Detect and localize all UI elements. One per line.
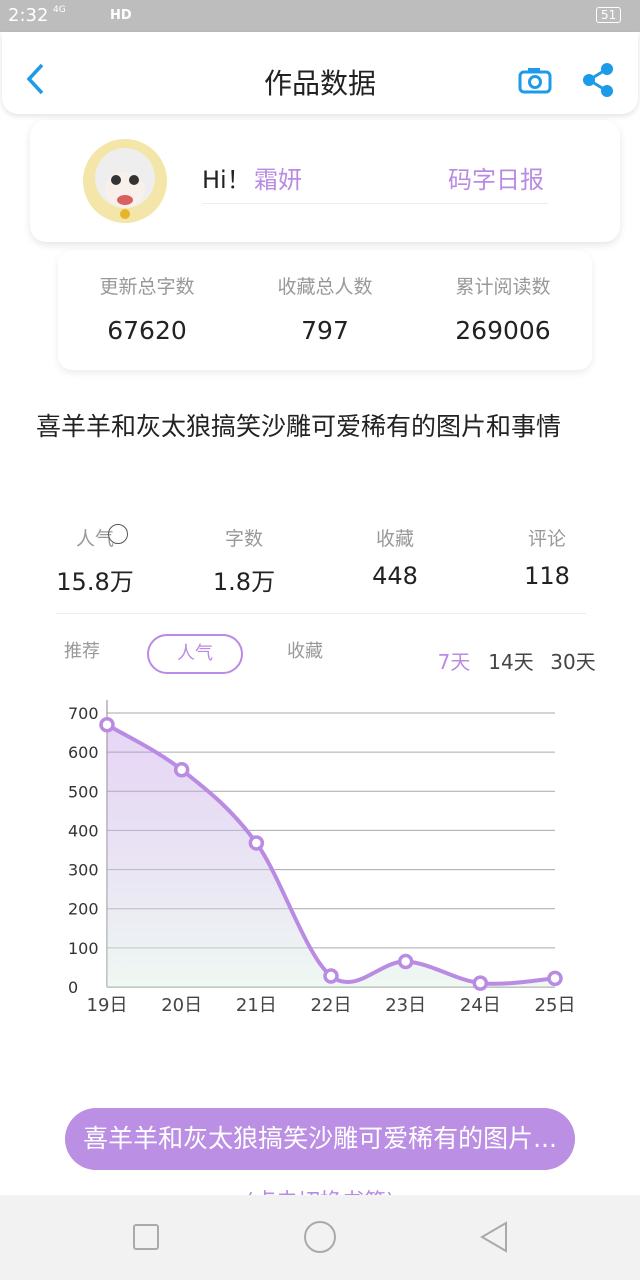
tab[interactable]: 收藏 xyxy=(287,641,323,662)
total-value: 67620 xyxy=(107,316,187,345)
divider xyxy=(202,203,548,204)
totals-card: 更新总字数 67620 收藏总人数 797 累计阅读数 269006 xyxy=(58,250,592,370)
range-tab[interactable]: 30天 xyxy=(550,650,596,674)
y-tick-label: 300 xyxy=(68,861,99,880)
user-name: 霜妍 xyxy=(254,166,302,194)
x-tick-label: 22日 xyxy=(311,995,352,1016)
profile-card: Hi！ 霜妍 码字日报 xyxy=(30,120,620,242)
stat-value: 15.8万 xyxy=(56,568,134,596)
total-label: 累计阅读数 xyxy=(455,276,551,298)
divider xyxy=(56,613,586,614)
battery: 51 xyxy=(596,7,622,23)
point xyxy=(248,835,265,851)
avatar[interactable] xyxy=(82,138,168,224)
y-tick-label: 500 xyxy=(68,782,99,801)
tab[interactable]: 人气 xyxy=(147,634,243,674)
stat-value: 118 xyxy=(524,562,570,590)
camera-button[interactable] xyxy=(518,66,552,94)
x-tick-label: 23日 xyxy=(385,995,426,1016)
greeting: Hi！ xyxy=(202,166,251,194)
point xyxy=(397,953,414,970)
share-button[interactable] xyxy=(580,62,616,98)
stat-label: 人气 xyxy=(75,528,114,550)
hd: HD xyxy=(110,8,132,23)
y-tick-label: 200 xyxy=(68,900,99,919)
total-label: 收藏总人数 xyxy=(277,276,373,298)
book-stats: 人气 15.8万 字数 1.8万 收藏 448 评论 118 xyxy=(0,520,640,600)
area xyxy=(107,724,555,987)
y-tick-label: 700 xyxy=(68,704,99,723)
daily-report-link[interactable]: 码字日报 xyxy=(448,166,544,194)
stat-label: 收藏 xyxy=(375,528,414,550)
nav-icons xyxy=(133,1221,507,1253)
header-title: 作品数据 xyxy=(263,67,376,100)
stat-label: 评论 xyxy=(527,528,566,550)
range-tab[interactable]: 7天 xyxy=(437,650,471,674)
point xyxy=(323,968,339,984)
back-button[interactable] xyxy=(24,62,48,96)
stat-label: 字数 xyxy=(224,528,263,550)
network: 4G xyxy=(53,5,66,15)
x-tick-label: 20日 xyxy=(161,995,202,1016)
book-title: 喜羊羊和灰太狼搞笑沙雕可爱稀有的图片和事情 xyxy=(36,412,562,441)
y-tick-label: 400 xyxy=(68,821,99,840)
tab[interactable]: 推荐 xyxy=(64,641,100,662)
total-value: 797 xyxy=(301,316,349,345)
total-label: 更新总字数 xyxy=(99,276,195,298)
time: 2:32 xyxy=(8,5,49,26)
x-tick-label: 25日 xyxy=(535,995,576,1016)
stat-value: 1.8万 xyxy=(212,568,276,596)
stat-value: 448 xyxy=(372,562,418,590)
y-tick-label: 0 xyxy=(68,978,78,997)
point xyxy=(99,716,115,733)
total-value: 269006 xyxy=(455,316,551,345)
tabs: 推荐 人气 收藏 7天 14天 30天 xyxy=(0,632,640,676)
help-icon[interactable] xyxy=(108,524,128,544)
x-tick-label: 21日 xyxy=(236,995,277,1016)
point xyxy=(472,975,489,991)
switch-book-button[interactable]: 喜羊羊和灰太狼搞笑沙雕可爱稀有的图片... xyxy=(65,1108,575,1170)
chart: 0 100 200 300 400 500 600 700 19日 20日 21日 22日 23日 24日… xyxy=(68,700,576,1016)
header: 作品数据 xyxy=(2,32,638,114)
nav-bar xyxy=(0,1195,640,1280)
x-tick-label: 24日 xyxy=(460,995,501,1016)
point xyxy=(173,762,190,778)
y-tick-label: 600 xyxy=(68,743,99,762)
point xyxy=(547,970,563,987)
x-tick-label: 19日 xyxy=(87,995,128,1016)
range-tab[interactable]: 14天 xyxy=(488,650,534,674)
status-bar: 2:32 4G HD 51 xyxy=(0,0,640,32)
y-tick-label: 100 xyxy=(68,939,99,958)
